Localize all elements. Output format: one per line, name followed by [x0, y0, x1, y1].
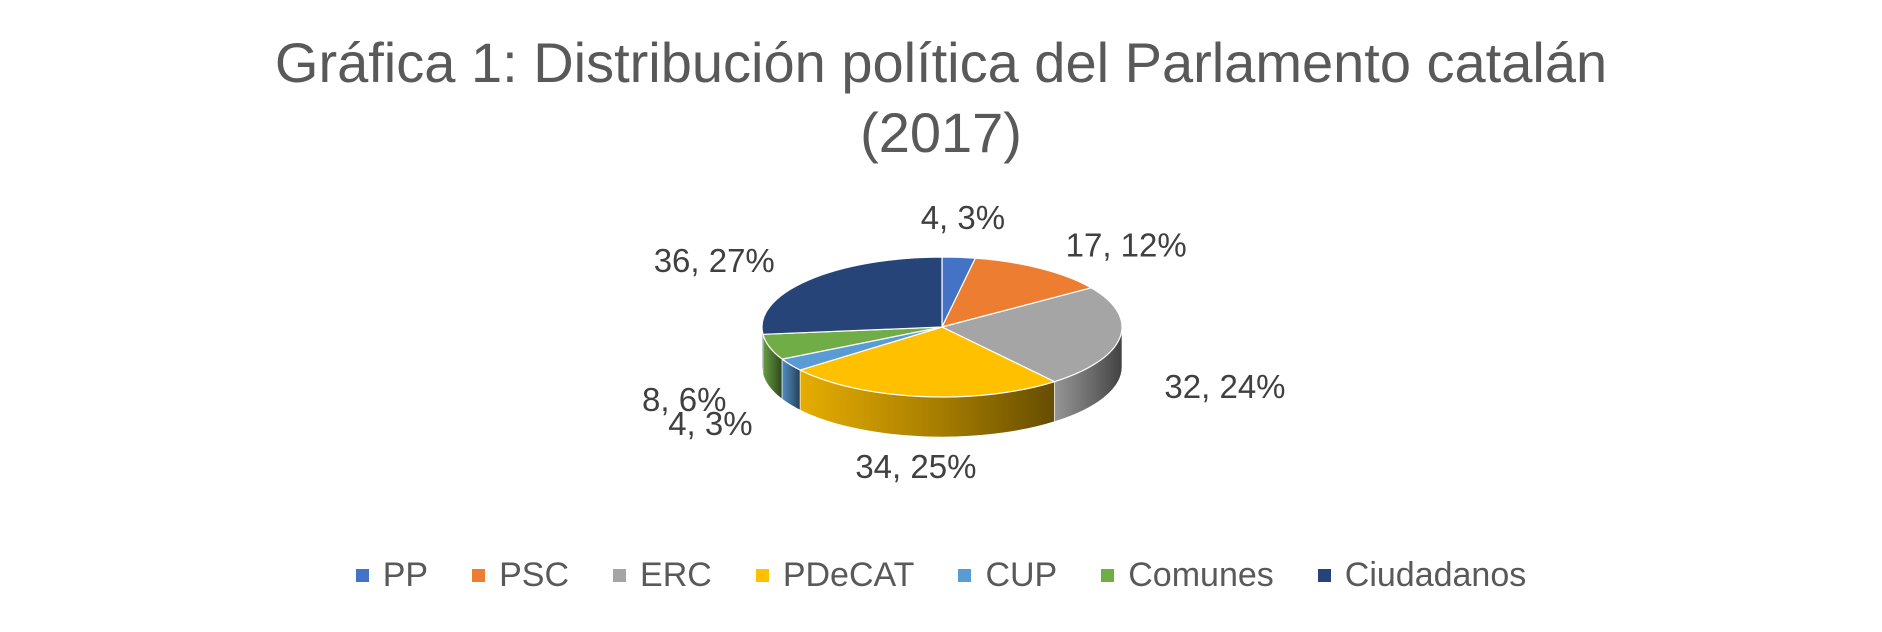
legend-label-psc: PSC	[499, 556, 570, 594]
legend-item-ciudadanos: Ciudadanos	[1317, 556, 1527, 595]
legend-item-comunes: Comunes	[1101, 556, 1274, 595]
legend-label-pdecat: PDeCAT	[782, 556, 915, 594]
legend-swatch-pp	[355, 569, 369, 582]
legend-label-comunes: Comunes	[1128, 556, 1274, 594]
legend-swatch-cup	[958, 569, 972, 582]
legend-swatch-comunes	[1101, 569, 1115, 582]
data-label-pp: 4, 3%	[921, 199, 1005, 236]
pie-side-walls	[761, 326, 1123, 438]
pie-data-labels: 4, 3%17, 12%32, 24%34, 25%4, 3%8, 6%36, …	[642, 199, 1285, 485]
legend-label-ciudadanos: Ciudadanos	[1344, 556, 1527, 594]
legend-swatch-pdecat	[755, 569, 769, 582]
legend-swatch-erc	[613, 569, 627, 582]
pie-top-slices	[761, 256, 1123, 398]
legend-item-pp: PP	[355, 556, 429, 595]
legend-label-cup: CUP	[985, 556, 1058, 594]
pie-slice-pdecat	[799, 326, 1056, 398]
legend-item-psc: PSC	[472, 556, 569, 595]
legend-item-erc: ERC	[613, 556, 712, 595]
pie-slice-psc	[941, 257, 1092, 328]
data-label-erc: 32, 24%	[1164, 368, 1285, 405]
chart-title-line-2: (2017)	[860, 101, 1022, 164]
legend-label-erc: ERC	[640, 556, 712, 594]
legend-item-pdecat: PDeCAT	[755, 556, 915, 595]
legend-swatch-psc	[472, 569, 486, 582]
pie-slice-ciudadanos	[761, 256, 943, 335]
pie-slice-erc	[941, 287, 1123, 383]
data-label-psc: 17, 12%	[1066, 226, 1187, 263]
data-label-ciudadanos: 36, 27%	[654, 242, 775, 279]
chart-legend: PP PSC ERC PDeCAT CUP Comunes Ciudadanos	[0, 556, 1882, 595]
chart-title: Gráfica 1: Distribución política del Par…	[0, 28, 1882, 168]
legend-label-pp: PP	[382, 556, 429, 594]
data-label-pdecat: 34, 25%	[855, 448, 976, 485]
data-label-cup: 4, 3%	[668, 405, 752, 442]
legend-swatch-ciudadanos	[1317, 569, 1331, 582]
legend-item-cup: CUP	[958, 556, 1057, 595]
chart-title-line-1: Gráfica 1: Distribución política del Par…	[274, 31, 1608, 94]
data-label-comunes: 8, 6%	[642, 381, 726, 418]
